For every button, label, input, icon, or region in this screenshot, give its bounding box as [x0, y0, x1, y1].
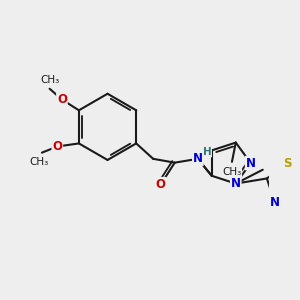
Text: O: O — [156, 178, 166, 191]
Text: S: S — [283, 157, 292, 170]
Text: H: H — [203, 147, 212, 157]
Text: O: O — [52, 140, 62, 153]
Text: N: N — [246, 157, 256, 169]
Text: CH₃: CH₃ — [29, 157, 49, 166]
Text: CH₃: CH₃ — [222, 167, 242, 177]
Text: N: N — [270, 196, 280, 209]
Text: CH₃: CH₃ — [40, 75, 59, 85]
Text: N: N — [193, 152, 203, 165]
Text: N: N — [231, 177, 241, 190]
Text: O: O — [57, 93, 67, 106]
